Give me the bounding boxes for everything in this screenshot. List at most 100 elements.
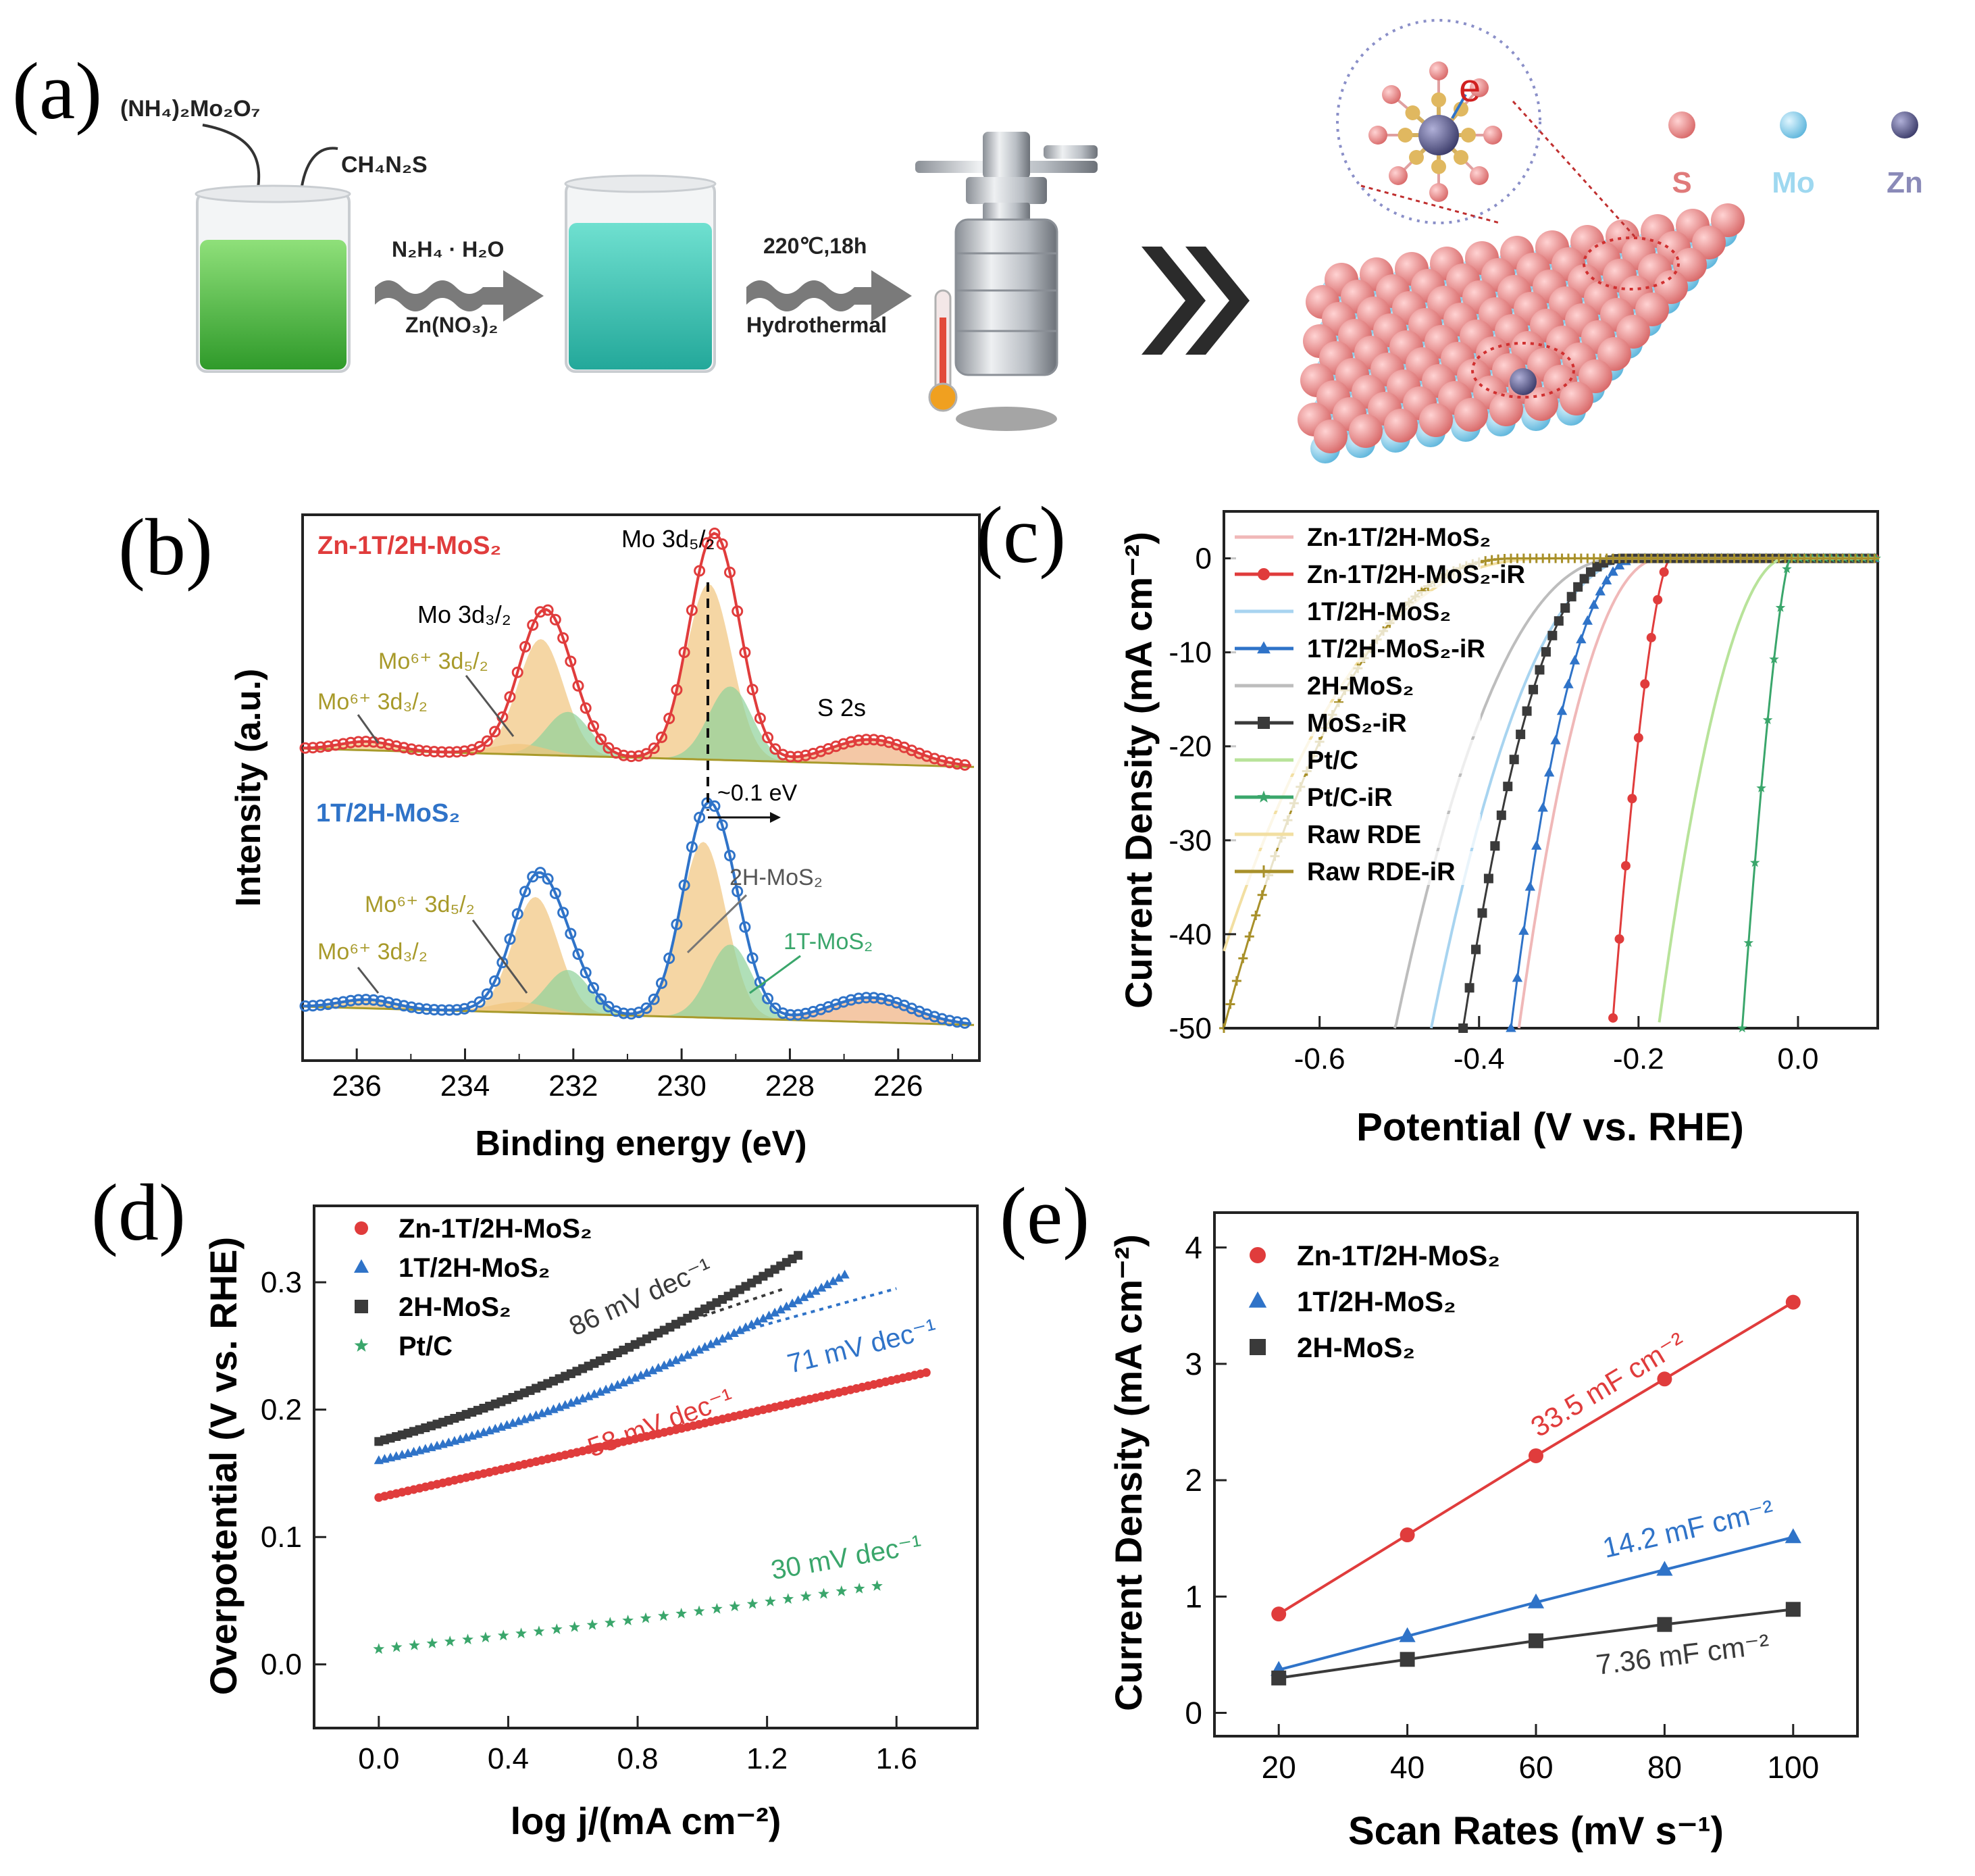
xps-data-point [958, 1017, 971, 1029]
lsv-marker [1569, 655, 1581, 665]
tafel-data-point [578, 1393, 588, 1402]
s-atom [1384, 409, 1418, 442]
tafel-data-point [828, 1276, 838, 1286]
xps-data-point [800, 1007, 812, 1019]
lsv-legend-label: Zn-1T/2H-MoS₂ [1307, 524, 1491, 552]
s-atom [1470, 78, 1489, 97]
tafel-data-point [677, 1352, 687, 1362]
tafel-data-point [764, 1311, 774, 1320]
xps-data-point [383, 738, 394, 751]
panel-b: (b) 236 234 232 230 228 226 Binding energy (e… [118, 502, 981, 1163]
lsv-legend-marker [1258, 717, 1270, 729]
xps-data-point [656, 977, 667, 989]
xps-data-point [496, 957, 509, 969]
cdl-y-tick-label: 1 [1185, 1579, 1202, 1614]
tafel-data-point [653, 1363, 663, 1372]
xps-data-point [769, 743, 781, 755]
tafel-data-point [409, 1639, 420, 1650]
xps-mo52-label: Mo 3d₅/₂ [621, 525, 715, 553]
lsv-marker [1614, 559, 1625, 569]
s-atom [1635, 293, 1669, 326]
xps-data-point [307, 742, 319, 754]
s-atom [1382, 85, 1401, 104]
xps-data-point [353, 994, 365, 1006]
xps-plot-frame [301, 513, 981, 1062]
lsv-y-tick-label: -30 [1169, 824, 1212, 857]
tafel-y-tick-label: 0.1 [261, 1521, 302, 1554]
panel-e-label: (e) [1000, 1171, 1089, 1261]
xps-data-point [617, 749, 630, 761]
lsv-y-tick-label: 0 [1196, 542, 1212, 576]
tafel-y-tick-label: 0.0 [261, 1648, 302, 1681]
s-atom [1314, 420, 1348, 453]
lsv-legend-label: Zn-1T/2H-MoS₂-iR [1307, 561, 1525, 589]
xps-data-point [405, 1001, 417, 1013]
tafel-data-point [769, 1307, 780, 1317]
xps-data-point [299, 1000, 311, 1012]
xps-data-point [762, 992, 774, 1005]
lsv-x-axis-label: Potential (V vs. RHE) [1356, 1105, 1744, 1149]
xps-top-sample-label: Zn-1T/2H-MoS₂ [317, 532, 501, 560]
tafel-data-point [515, 1627, 527, 1639]
lsv-axes: -0.6 -0.4 -0.2 0.0 0 -10 -20 -30 -40 -50 [1169, 542, 1818, 1075]
xps-x-tick-label: 232 [548, 1069, 598, 1102]
tafel-legend-marker [355, 1300, 368, 1313]
xps-data-point [572, 680, 584, 692]
xps-data-point [322, 740, 334, 753]
cdl-x-tick-label: 40 [1390, 1750, 1425, 1785]
step-arrow-1: N₂H₄ · H₂O Zn(NO₃)₂ [375, 237, 544, 337]
xps-data-point [413, 744, 425, 757]
xps-arrow-mo6-32-top [357, 714, 380, 744]
tafel-data-point [800, 1590, 812, 1602]
xps-data-point [807, 748, 819, 759]
xps-data-point [883, 994, 895, 1007]
lsv-y-tick-label: -20 [1169, 730, 1212, 763]
lsv-series-line [1658, 557, 1876, 1023]
tafel-data-point [740, 1322, 751, 1332]
reagent-1-arrow [202, 124, 261, 197]
ligand-atom [1397, 128, 1413, 143]
legend-zn-label: Zn [1887, 166, 1923, 199]
s-atom [1454, 398, 1488, 432]
cdl-axes: 20 40 60 80 100 0 1 2 3 4 [1185, 1230, 1819, 1785]
tafel-data-point [373, 1643, 385, 1654]
tafel-data-point [636, 1370, 646, 1379]
lsv-marker [1529, 684, 1539, 694]
cdl-data-point [1656, 1561, 1673, 1576]
xps-data-point [534, 867, 546, 879]
xps-data-point [360, 994, 372, 1006]
cdl-y-tick-label: 0 [1185, 1696, 1202, 1731]
beaker-teal [564, 174, 717, 373]
lsv-legend-label: 2H-MoS₂ [1307, 672, 1414, 701]
lsv-legend-label: Raw RDE-iR [1307, 858, 1456, 886]
xps-y-axis-label: Intensity (a.u.) [229, 669, 268, 907]
xps-data-point [625, 1008, 638, 1020]
xps-mo6-52-top-label: Mo⁶⁺ 3d₅/₂ [378, 649, 488, 674]
xps-data-point [330, 739, 342, 751]
lsv-legend-label: Raw RDE [1307, 821, 1421, 849]
lsv-legend-bg [1231, 851, 1481, 885]
xps-data-point [443, 1004, 455, 1016]
lsv-marker [1522, 706, 1532, 716]
xps-data-point [473, 996, 486, 1008]
lsv-marker [1576, 634, 1587, 644]
tafel-x-tick-label: 0.4 [488, 1742, 529, 1775]
tafel-data-point [723, 1331, 734, 1340]
xps-data-point [732, 605, 744, 617]
xps-data-point [845, 994, 857, 1006]
mos2-lattice-illustration [1298, 203, 1745, 463]
tafel-data-point [497, 1629, 509, 1641]
xps-arrow-mo6-52-top [465, 675, 515, 737]
tafel-data-point [700, 1342, 710, 1351]
tafel-legend-label: 1T/2H-MoS₂ [399, 1253, 550, 1283]
xps-data-point [656, 731, 667, 743]
cdl-legend: Zn-1T/2H-MoS₂ 1T/2H-MoS₂ 2H-MoS₂ [1248, 1240, 1500, 1363]
lsv-marker [1531, 840, 1542, 850]
tafel-data-point [811, 1286, 821, 1295]
legend-s-atom [1668, 111, 1695, 138]
lsv-marker [1506, 1022, 1516, 1032]
lsv-marker [1244, 932, 1254, 942]
tafel-slope-label: 30 mV dec⁻¹ [769, 1529, 924, 1586]
xps-data-point [299, 742, 311, 754]
xps-data-point [861, 992, 872, 1004]
